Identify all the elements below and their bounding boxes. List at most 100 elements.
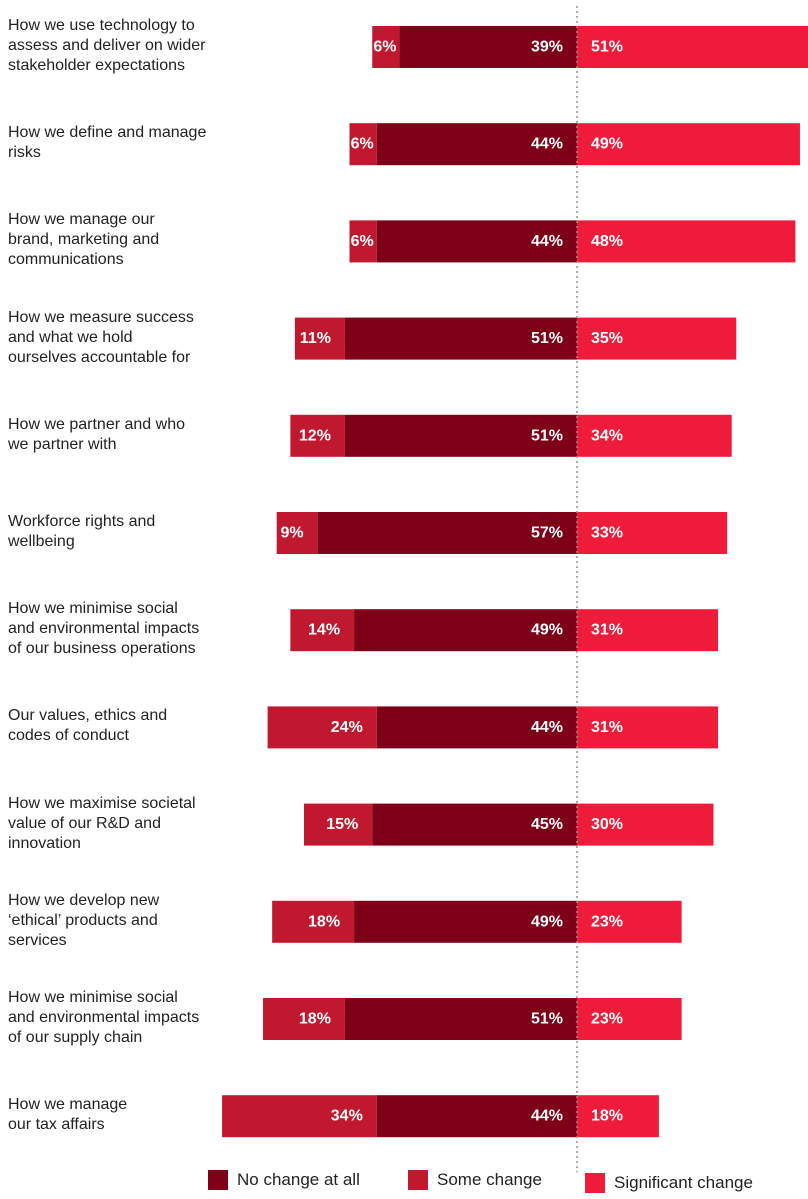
data-label-significant-change: 34%: [591, 427, 623, 444]
category-label-line: communications: [8, 251, 124, 269]
legend-item-some-change: Some change: [408, 1167, 542, 1193]
legend-swatch-some-change: [408, 1170, 428, 1190]
bar-no-change: [344, 998, 577, 1040]
category-label: How we minimise social and environmental …: [8, 599, 248, 659]
bar-significant-change: [577, 414, 732, 457]
category-label-line: value of our R&D and: [8, 814, 161, 832]
bar-significant-change: [577, 609, 719, 652]
legend-label-significant-change: Significant change: [614, 1173, 753, 1192]
bar-significant-change: [577, 803, 714, 846]
category-label-line: How we measure success: [8, 308, 194, 326]
data-label-some-change: 12%: [299, 427, 331, 444]
bar-significant-change: [577, 220, 796, 263]
data-label-significant-change: 51%: [591, 39, 623, 56]
data-label-some-change: 6%: [351, 233, 374, 250]
data-label-no-change: 49%: [531, 622, 563, 639]
data-label-significant-change: 18%: [591, 1108, 623, 1125]
category-label-line: our tax affairs: [8, 1116, 105, 1134]
data-label-significant-change: 31%: [591, 719, 623, 736]
category-label: How we use technology to assess and deliv…: [8, 16, 248, 76]
category-label: How we manage our tax affairs: [8, 1095, 248, 1135]
category-label-line: wellbeing: [8, 533, 75, 550]
bar-some-change: [290, 609, 355, 652]
bar-significant-change: [577, 998, 682, 1040]
data-label-significant-change: 23%: [591, 913, 623, 930]
data-label-significant-change: 31%: [591, 622, 623, 639]
bar-some-change: [290, 414, 345, 457]
data-label-some-change: 6%: [351, 136, 374, 153]
legend-item-no-change: No change at all: [208, 1167, 360, 1193]
data-label-some-change: 11%: [300, 330, 331, 347]
data-label-no-change: 51%: [531, 330, 563, 347]
bar-some-change: [372, 26, 400, 68]
category-label-line: we partner with: [8, 435, 117, 453]
data-label-significant-change: 35%: [591, 330, 623, 347]
data-label-some-change: 24%: [331, 719, 363, 736]
data-label-some-change: 18%: [308, 913, 340, 930]
bar-some-change: [276, 512, 318, 554]
legend-swatch-no-change: [208, 1170, 228, 1190]
data-label-significant-change: 23%: [591, 1011, 623, 1028]
bar-significant-change: [577, 1095, 659, 1138]
category-label-line: codes of conduct: [8, 727, 129, 745]
data-label-no-change: 51%: [531, 427, 563, 444]
bar-significant-change: [577, 706, 719, 749]
category-label-line: Workforce rights and: [8, 513, 156, 530]
data-label-some-change: 18%: [299, 1011, 331, 1028]
bar-no-change: [399, 26, 577, 68]
category-label-line: How we minimise social: [8, 600, 178, 618]
category-label-line: services: [8, 931, 67, 949]
category-label-line: How we use technology to: [8, 17, 195, 34]
category-label-line: assess and deliver on wider: [8, 37, 206, 54]
legend-label-no-change: No change at all: [237, 1170, 360, 1189]
bar-some-change: [349, 220, 377, 263]
category-label-line: How we minimise social: [8, 989, 178, 1006]
bar-significant-change: [577, 26, 808, 68]
data-label-no-change: 44%: [531, 719, 563, 736]
data-label-some-change: 14%: [308, 622, 340, 639]
category-label-line: How we manage our: [8, 211, 155, 229]
category-label-line: ourselves accountable for: [8, 348, 191, 366]
category-label-line: innovation: [8, 834, 81, 852]
data-label-no-change: 51%: [531, 1011, 563, 1028]
category-label-line: brand, marketing and: [8, 231, 160, 249]
category-label-line: risks: [8, 144, 41, 162]
bar-no-change: [376, 220, 577, 263]
data-label-no-change: 49%: [531, 913, 563, 930]
bar-no-change: [344, 317, 577, 360]
category-label-line: How we manage: [8, 1096, 128, 1114]
category-label-line: stakeholder expectations: [8, 57, 185, 74]
data-label-some-change: 34%: [331, 1108, 363, 1125]
data-label-no-change: 44%: [531, 1108, 563, 1125]
category-label: How we manage our brand, marketing and com…: [8, 210, 248, 270]
category-label: How we define and manage risks: [8, 123, 248, 163]
category-label: How we measure success and what we hold ou…: [8, 308, 248, 368]
data-label-some-change: 6%: [373, 39, 396, 56]
bar-some-change: [263, 998, 345, 1040]
data-label-significant-change: 33%: [591, 525, 623, 542]
data-label-no-change: 44%: [531, 136, 563, 153]
category-label-line: How we develop new: [8, 891, 160, 909]
bar-no-change: [354, 900, 577, 943]
bar-significant-change: [577, 123, 800, 166]
data-label-no-change: 45%: [531, 816, 563, 833]
bar-some-change: [222, 1095, 377, 1138]
category-label: Workforce rights and wellbeing: [8, 512, 248, 552]
legend-label-some-change: Some change: [437, 1170, 542, 1189]
bar-some-change: [349, 123, 377, 166]
data-label-no-change: 57%: [531, 525, 563, 542]
bar-no-change: [344, 414, 577, 457]
category-label-line: How we partner and who: [8, 415, 185, 433]
category-label-line: and environmental impacts: [8, 1009, 200, 1026]
data-label-no-change: 39%: [531, 39, 563, 56]
category-label-line: and what we hold: [8, 328, 133, 346]
data-label-significant-change: 30%: [591, 816, 623, 833]
category-label-line: How we define and manage: [8, 124, 207, 142]
category-label-line: and environmental impacts: [8, 620, 200, 638]
data-label-no-change: 44%: [531, 233, 563, 250]
legend-swatch-significant-change: [585, 1173, 605, 1193]
category-label-line: of our supply chain: [8, 1029, 143, 1046]
category-label-line: How we maximise societal: [8, 794, 196, 812]
category-label: How we develop new ‘ethical’ products and…: [8, 891, 248, 951]
